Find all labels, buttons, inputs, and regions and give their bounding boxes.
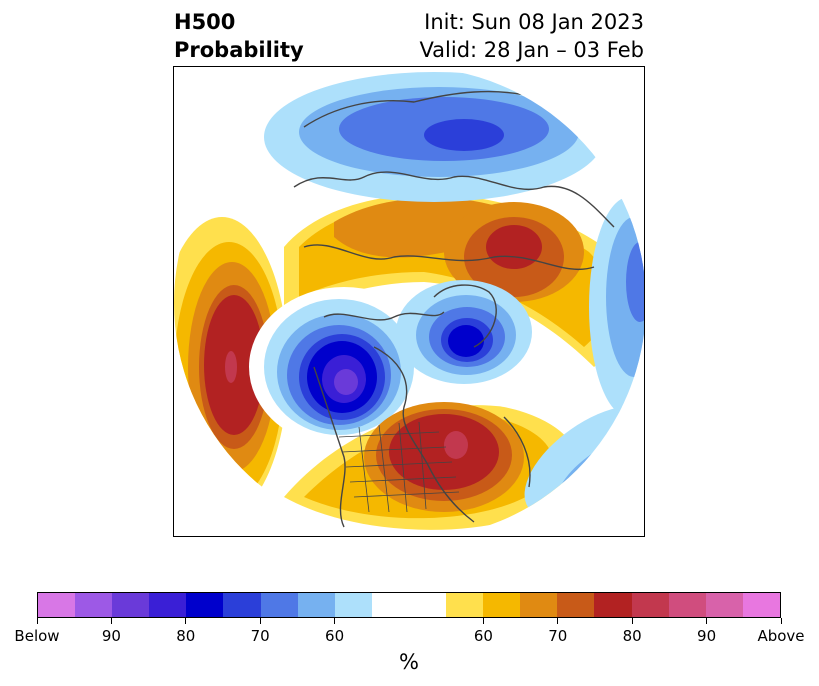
colorbar-tick <box>482 618 484 624</box>
colorbar-segment <box>112 593 150 617</box>
state-borders <box>338 421 460 513</box>
anomaly-eus-above <box>284 402 580 530</box>
colorbar-tick <box>780 618 782 624</box>
colorbar-segment <box>38 593 76 617</box>
colorbar-tick-label: 70 <box>250 627 270 645</box>
colorbar-tick <box>259 618 261 624</box>
colorbar-tick-label: 80 <box>176 627 196 645</box>
colorbar-tick <box>706 618 708 624</box>
colorbar-tick-label: 90 <box>101 627 121 645</box>
title-line-2: Probability <box>174 38 304 62</box>
colorbar-tick-label: 70 <box>548 627 568 645</box>
colorbar-tick <box>110 618 112 624</box>
colorbar-segment <box>149 593 187 617</box>
map-svg <box>174 67 644 536</box>
colorbar-tick-label: Below <box>14 627 60 645</box>
valid-range: Valid: 28 Jan – 03 Feb <box>419 38 644 62</box>
colorbar-segment <box>631 593 669 617</box>
anomaly-asia-below <box>264 72 604 202</box>
date-info: Init: Sun 08 Jan 2023 Valid: 28 Jan – 03… <box>419 8 644 64</box>
title-line-1: H500 <box>174 10 236 34</box>
colorbar-segment <box>668 593 706 617</box>
colorbar <box>37 592 781 618</box>
colorbar-segment <box>223 593 261 617</box>
colorbar-tick-label: 60 <box>473 627 493 645</box>
anomaly-wna-below <box>249 287 439 447</box>
colorbar-segment <box>520 593 558 617</box>
colorbar-segment <box>594 593 632 617</box>
colorbar-tick-label: 90 <box>697 627 717 645</box>
colorbar-segment <box>557 593 595 617</box>
colorbar-tick-label: Above <box>757 627 805 645</box>
colorbar-tick <box>557 618 559 624</box>
colorbar-segment <box>705 593 743 617</box>
colorbar-tick <box>36 618 38 624</box>
colorbar-unit: % <box>399 650 419 674</box>
colorbar-tick <box>185 618 187 624</box>
colorbar-segment <box>75 593 113 617</box>
colorbar-segment <box>186 593 224 617</box>
colorbar-tick-label: 80 <box>622 627 642 645</box>
colorbar-tick <box>631 618 633 624</box>
init-date: Init: Sun 08 Jan 2023 <box>424 10 644 34</box>
colorbar-tick-label: 60 <box>325 627 345 645</box>
colorbar-segment <box>334 593 372 617</box>
anomaly-europe-below <box>589 197 644 417</box>
colorbar-segment <box>297 593 335 617</box>
colorbar-segment <box>446 593 484 617</box>
colorbar-tick <box>334 618 336 624</box>
anomaly-greenland-below <box>396 280 532 384</box>
colorbar-segment <box>371 593 447 617</box>
colorbar-segment <box>260 593 298 617</box>
colorbar-segment <box>483 593 521 617</box>
probability-map <box>173 66 645 537</box>
chart-title: H500 Probability <box>174 8 304 64</box>
colorbar-segment <box>742 593 780 617</box>
